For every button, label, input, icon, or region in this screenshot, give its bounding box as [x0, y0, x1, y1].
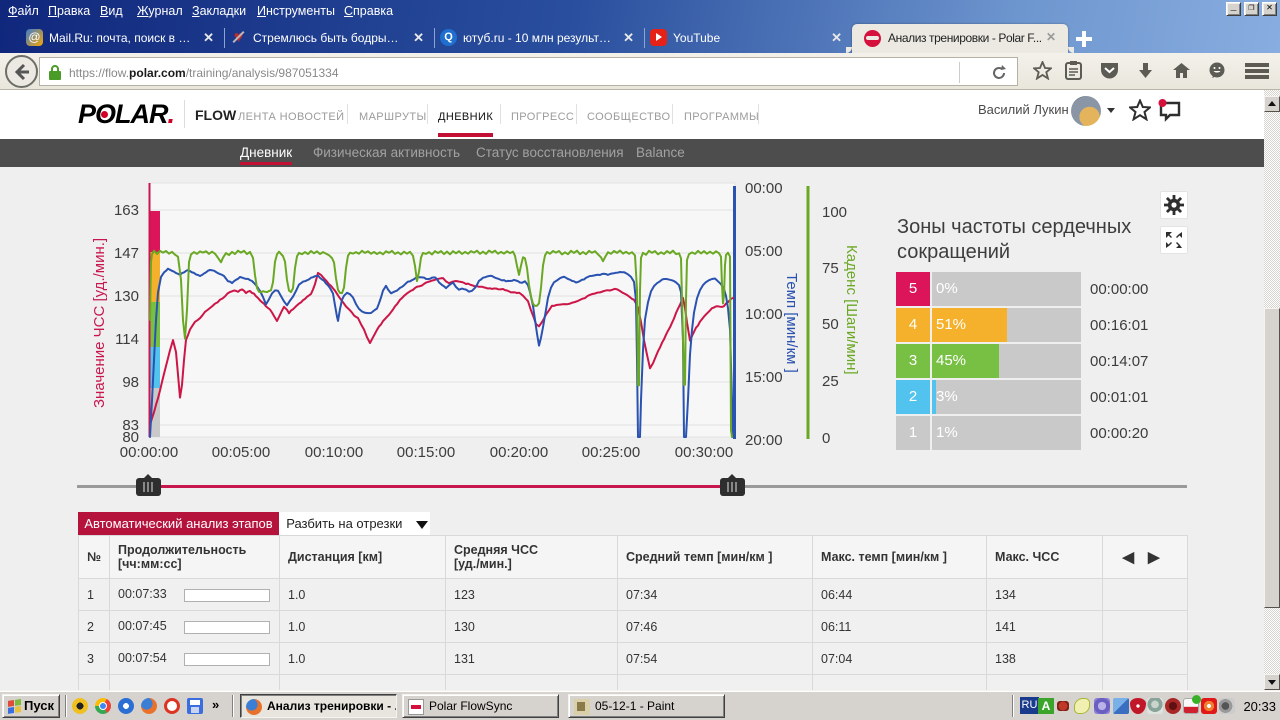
svg-text:80: 80: [122, 429, 139, 446]
svg-text:05:00: 05:00: [745, 243, 783, 260]
svg-text:00:00:00: 00:00:00: [120, 444, 178, 461]
svg-text:00:10:00: 00:10:00: [305, 444, 363, 461]
svg-text:Каденс [Шаги/мин]: Каденс [Шаги/мин]: [843, 245, 860, 375]
svg-text:0: 0: [822, 430, 830, 447]
svg-text:75: 75: [822, 260, 839, 277]
svg-text:00:25:00: 00:25:00: [582, 444, 640, 461]
svg-text:10:00: 10:00: [745, 306, 783, 323]
svg-text:00:15:00: 00:15:00: [397, 444, 455, 461]
svg-text:163: 163: [114, 202, 139, 219]
svg-text:83: 83: [122, 417, 139, 434]
svg-text:00:05:00: 00:05:00: [212, 444, 270, 461]
svg-text:25: 25: [822, 373, 839, 390]
svg-text:00:00: 00:00: [745, 180, 783, 197]
svg-text:Темп [мин/км ]: Темп [мин/км ]: [783, 273, 800, 373]
svg-text:100: 100: [822, 204, 847, 221]
svg-text:00:30:00: 00:30:00: [675, 444, 733, 461]
svg-text:Значение ЧСС [уд./мин.]: Значение ЧСС [уд./мин.]: [91, 238, 108, 408]
svg-text:98: 98: [122, 374, 139, 391]
svg-text:114: 114: [115, 331, 139, 348]
svg-text:130: 130: [114, 288, 139, 305]
svg-text:147: 147: [114, 245, 139, 262]
svg-text:20:00: 20:00: [745, 432, 783, 449]
svg-text:50: 50: [822, 316, 839, 333]
svg-text:00:20:00: 00:20:00: [490, 444, 548, 461]
svg-text:15:00: 15:00: [745, 369, 783, 386]
